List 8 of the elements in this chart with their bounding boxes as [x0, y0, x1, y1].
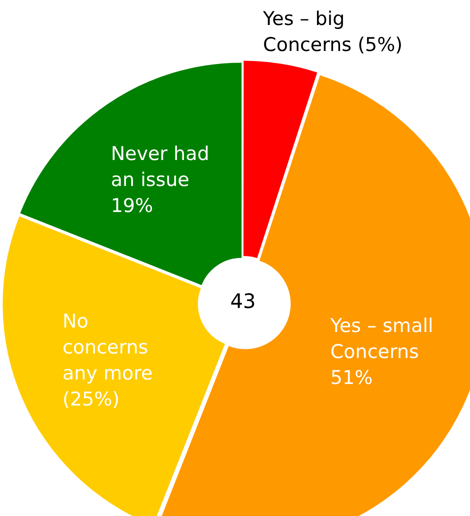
slice-label: Yes – small Concerns [329, 314, 434, 363]
slice-label: Never had an issue [110, 142, 210, 191]
data-label: 51% [330, 366, 373, 389]
data-label: (25%) [62, 388, 120, 411]
slice-label: No concerns any more [62, 310, 153, 385]
data-label: 19% [110, 194, 154, 217]
slice-label: Yes – big Concerns (5%) [262, 8, 403, 56]
text: 43 [230, 289, 256, 314]
